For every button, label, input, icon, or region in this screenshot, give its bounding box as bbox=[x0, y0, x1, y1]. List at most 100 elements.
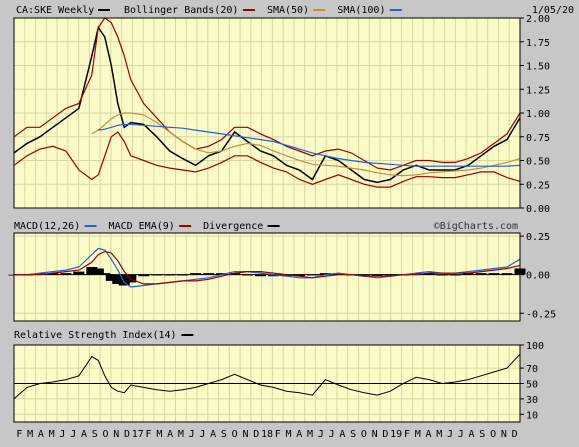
y-tick-label: 0.25 bbox=[526, 180, 550, 191]
legend-label: SMA(50) bbox=[267, 5, 309, 16]
x-tick-label: A bbox=[81, 429, 87, 440]
y-tick-label: 0.00 bbox=[526, 204, 550, 215]
divergence-bar bbox=[86, 266, 98, 275]
rsi-series-group bbox=[13, 353, 521, 400]
x-tick-label: S bbox=[221, 429, 227, 440]
x-tick-label: J bbox=[189, 429, 195, 440]
divergence-bar bbox=[216, 273, 228, 275]
macd-plot-background bbox=[14, 233, 520, 321]
y-tick-label: 30 bbox=[526, 395, 538, 406]
rsi-legend: Relative Strength Index(14) bbox=[14, 330, 194, 341]
x-tick-label: O bbox=[232, 429, 238, 440]
divergence-bar bbox=[60, 273, 72, 275]
x-tick-label: J bbox=[199, 429, 205, 440]
x-tick-label: M bbox=[415, 429, 421, 440]
series-line-sma-50- bbox=[91, 112, 521, 177]
y-tick-label: 10 bbox=[526, 410, 538, 421]
divergence-bar bbox=[254, 274, 267, 277]
x-tick-label: D bbox=[382, 429, 388, 440]
x-tick-label: J bbox=[447, 429, 453, 440]
divergence-bar bbox=[293, 274, 305, 277]
divergence-bar bbox=[371, 274, 383, 277]
x-tick-label: O bbox=[490, 429, 496, 440]
divergence-bar bbox=[501, 273, 513, 275]
divergence-bar bbox=[267, 274, 280, 277]
x-tick-label: A bbox=[167, 429, 173, 440]
x-tick-label: M bbox=[178, 429, 184, 440]
macd-legend: MACD(12,26) MACD EMA(9) Divergence bbox=[14, 221, 280, 232]
divergence-bar bbox=[99, 273, 111, 275]
legend-label: Relative Strength Index(14) bbox=[14, 330, 177, 341]
divergence-bar bbox=[423, 273, 435, 275]
divergence-bar bbox=[112, 274, 124, 284]
macd-plot-border bbox=[13, 232, 521, 322]
watermark: ©BigCharts.com bbox=[434, 221, 518, 232]
series-line-rsi bbox=[13, 353, 521, 400]
x-tick-label: M bbox=[307, 429, 313, 440]
x-tick-label: N bbox=[242, 429, 248, 440]
x-tick-label: A bbox=[425, 429, 431, 440]
divergence-bar bbox=[462, 273, 474, 275]
x-tick-label: J bbox=[329, 429, 335, 440]
divergence-bar bbox=[73, 271, 85, 275]
x-tick-label: D bbox=[512, 429, 518, 440]
x-axis-labels: F M A M J J A S O N D 17 F M A M J J A S O N D 18 F M A M J J A S O N D 19 F… bbox=[16, 429, 517, 440]
x-tick-label: 17 bbox=[132, 429, 144, 440]
divergence-bar bbox=[138, 274, 150, 277]
y-tick-label: 100 bbox=[526, 341, 544, 352]
x-tick-label: F bbox=[16, 429, 22, 440]
y-tick-label: 1.50 bbox=[526, 62, 550, 73]
chart-title: CA:SKE Weekly bbox=[16, 5, 94, 16]
legend-label: MACD EMA(9) bbox=[109, 221, 175, 232]
macd-y-axis: 0.25 0.00 -0.25 bbox=[520, 232, 556, 320]
x-tick-label: J bbox=[318, 429, 324, 440]
y-tick-label: 1.00 bbox=[526, 109, 550, 120]
y-tick-label: 0.25 bbox=[526, 232, 550, 243]
x-tick-label: J bbox=[59, 429, 65, 440]
x-tick-label: D bbox=[124, 429, 130, 440]
divergence-bar bbox=[280, 274, 292, 277]
x-tick-label: O bbox=[102, 429, 108, 440]
divergence-bar bbox=[332, 273, 344, 275]
divergence-bar bbox=[475, 273, 487, 275]
x-tick-label: J bbox=[70, 429, 76, 440]
legend-label: MACD(12,26) bbox=[14, 221, 80, 232]
x-tick-label: 18 bbox=[261, 429, 273, 440]
legend-label: Divergence bbox=[203, 221, 263, 232]
divergence-bar bbox=[488, 273, 500, 275]
x-tick-label: A bbox=[296, 429, 302, 440]
x-tick-label: S bbox=[92, 429, 98, 440]
divergence-bar bbox=[34, 273, 46, 275]
price-series-group bbox=[13, 17, 521, 188]
divergence-bar bbox=[190, 273, 202, 275]
x-tick-label: M bbox=[286, 429, 292, 440]
x-tick-label: N bbox=[501, 429, 507, 440]
x-tick-label: O bbox=[361, 429, 367, 440]
divergence-bar bbox=[118, 274, 130, 286]
x-tick-label: N bbox=[372, 429, 378, 440]
price-legend: Bollinger Bands(20) SMA(50) SMA(100) bbox=[124, 5, 402, 16]
y-tick-label: 0.50 bbox=[526, 157, 550, 168]
divergence-bar bbox=[410, 273, 422, 275]
x-tick-label: M bbox=[156, 429, 162, 440]
y-tick-label: 1.75 bbox=[526, 38, 550, 49]
y-tick-label: 0.75 bbox=[526, 133, 550, 144]
legend-label: Bollinger Bands(20) bbox=[124, 5, 238, 16]
x-tick-label: A bbox=[469, 429, 475, 440]
series-line-upper-band bbox=[13, 17, 521, 171]
y-tick-label: -0.25 bbox=[526, 309, 556, 320]
y-tick-label: 1.25 bbox=[526, 85, 550, 96]
divergence-bar bbox=[92, 268, 104, 275]
divergence-bar bbox=[105, 274, 117, 281]
chart-date: 1/05/20 bbox=[532, 5, 574, 16]
x-tick-label: A bbox=[210, 429, 216, 440]
legend-label: SMA(100) bbox=[337, 5, 385, 16]
divergence-bar bbox=[319, 273, 331, 275]
divergence-bar bbox=[47, 273, 59, 275]
series-line-lower-band bbox=[13, 131, 521, 188]
x-tick-label: F bbox=[404, 429, 410, 440]
x-tick-label: J bbox=[458, 429, 464, 440]
x-tick-label: F bbox=[146, 429, 152, 440]
